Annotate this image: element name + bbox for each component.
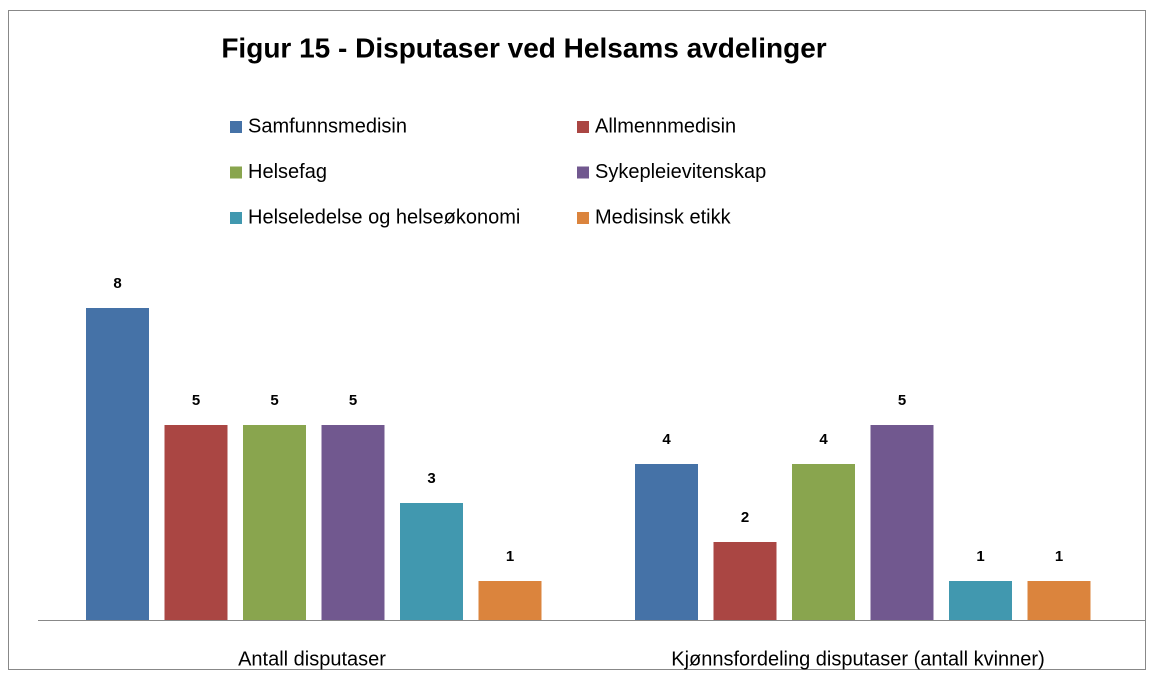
legend-swatch [577, 166, 589, 179]
data-label: 5 [270, 392, 278, 409]
data-label: 3 [427, 470, 435, 487]
data-label: 2 [741, 509, 749, 526]
bar [164, 425, 228, 620]
data-label: 4 [662, 431, 671, 448]
legend-label: Allmennmedisin [595, 115, 736, 137]
bar [713, 542, 777, 620]
data-label: 1 [1055, 548, 1063, 565]
legend-label: Helsefag [248, 161, 327, 183]
data-label: 4 [819, 431, 828, 448]
bar [949, 581, 1012, 620]
legend-swatch [577, 212, 589, 224]
legend-label: Helseledelse og helseøkonomi [248, 206, 520, 228]
bar [86, 308, 149, 620]
bar [478, 581, 542, 620]
x-tick-label: Antall disputaser [238, 648, 386, 670]
bar [635, 464, 698, 620]
bar [792, 464, 855, 620]
bar [870, 425, 934, 620]
data-label: 1 [976, 548, 984, 565]
legend-label: Medisinsk etikk [595, 206, 732, 228]
legend-label: Sykepleievitenskap [595, 161, 766, 183]
data-label: 1 [506, 548, 514, 565]
bar [1027, 581, 1091, 620]
data-label: 8 [113, 275, 121, 292]
bar [400, 503, 463, 620]
legend-swatch [577, 121, 589, 133]
data-label: 5 [898, 392, 906, 409]
legend-label: Samfunnsmedisin [248, 115, 407, 137]
chart-title: Figur 15 - Disputaser ved Helsams avdeli… [221, 32, 826, 63]
legend-swatch [230, 212, 242, 224]
x-tick-label: Kjønnsfordeling disputaser (antall kvinn… [671, 648, 1045, 670]
legend-swatch [230, 166, 242, 179]
data-label: 5 [349, 392, 357, 409]
bar [243, 425, 306, 620]
legend-swatch [230, 121, 242, 133]
bar [321, 425, 385, 620]
data-label: 5 [192, 392, 200, 409]
